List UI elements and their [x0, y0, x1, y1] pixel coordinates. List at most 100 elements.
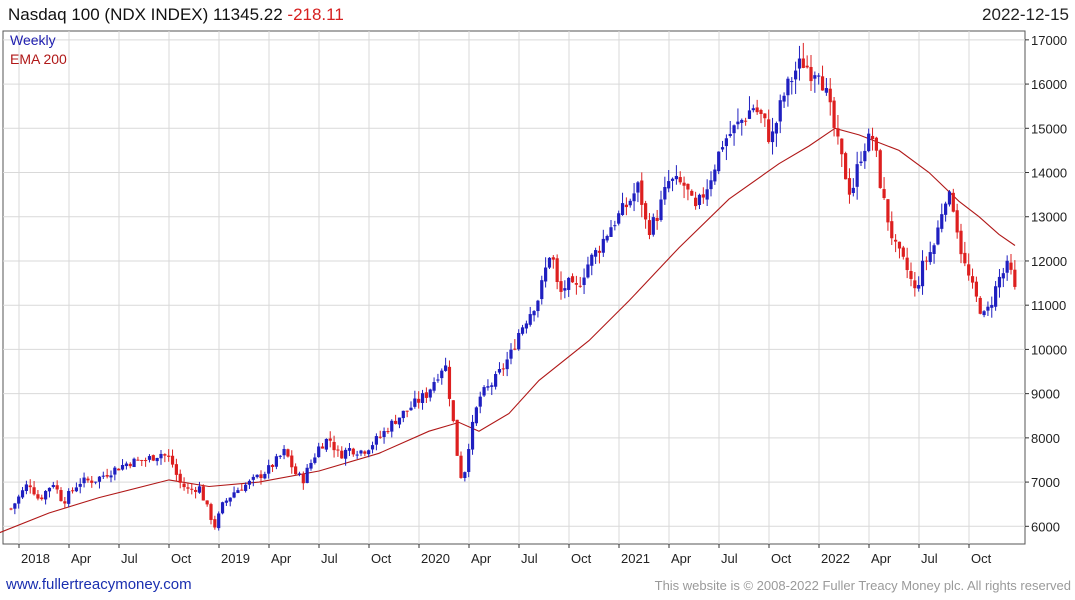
- candle-down: [128, 463, 132, 467]
- x-tick-label: 2020: [421, 551, 450, 566]
- x-tick-label: Jul: [121, 551, 138, 566]
- candle-up: [863, 150, 867, 162]
- candle-down: [844, 153, 848, 180]
- candle-down: [9, 508, 13, 510]
- candle-down: [755, 107, 759, 113]
- candle-down: [290, 455, 294, 468]
- candle-up: [520, 327, 525, 334]
- candle-up: [497, 369, 502, 373]
- candle-up: [486, 386, 490, 388]
- candle-up: [282, 448, 286, 456]
- candle-down: [36, 494, 40, 499]
- x-tick-label: Apr: [71, 551, 92, 566]
- candle-up: [667, 181, 671, 189]
- candle-up: [867, 133, 871, 152]
- candle-up: [986, 306, 990, 311]
- candle-up: [594, 250, 598, 257]
- candle-down: [963, 252, 967, 264]
- candle-down: [886, 199, 890, 223]
- candle-up: [324, 438, 328, 450]
- candle-up: [586, 264, 590, 278]
- candle-up: [713, 169, 717, 182]
- candle-down: [378, 436, 382, 438]
- x-tick-label: Oct: [171, 551, 192, 566]
- candle-up: [82, 477, 86, 484]
- candle-up: [636, 182, 640, 193]
- candle-up: [782, 95, 786, 102]
- candle-up: [505, 359, 509, 370]
- candles-series: [9, 42, 1017, 531]
- candle-down: [678, 177, 682, 183]
- candle-down: [417, 398, 421, 403]
- candle-up: [517, 332, 521, 350]
- x-tick-label: 2019: [221, 551, 250, 566]
- footer-site-link[interactable]: www.fullertreacymoney.com: [6, 576, 192, 593]
- candle-down: [455, 419, 459, 456]
- candle-down: [951, 192, 955, 212]
- candle-up: [697, 194, 702, 205]
- candle-up: [370, 445, 375, 450]
- x-tick-label: Apr: [871, 551, 892, 566]
- candle-up: [544, 267, 548, 282]
- candle-up: [251, 476, 255, 480]
- candle-up: [797, 58, 802, 69]
- candle-up: [1005, 260, 1009, 273]
- candle-up: [197, 486, 202, 493]
- candle-down: [570, 276, 575, 283]
- candle-up: [228, 497, 232, 502]
- candle-down: [624, 204, 628, 208]
- candle-down: [801, 58, 805, 68]
- candle-down: [32, 487, 36, 495]
- candle-up: [124, 463, 128, 467]
- candle-up: [255, 474, 259, 478]
- candle-up: [224, 500, 228, 503]
- candle-down: [28, 485, 32, 488]
- candle-down: [40, 497, 44, 500]
- candle-down: [386, 431, 390, 433]
- candle-down: [555, 258, 559, 283]
- candle-down: [744, 120, 748, 122]
- candle-up: [997, 276, 1002, 288]
- candle-up: [817, 75, 821, 77]
- candle-down: [828, 88, 832, 103]
- candle-up: [482, 387, 486, 396]
- candle-down: [182, 483, 186, 488]
- candle-up: [547, 257, 552, 268]
- candle-up: [605, 236, 609, 241]
- candle-down: [909, 271, 913, 279]
- candle-down: [117, 468, 121, 471]
- candle-up: [217, 513, 221, 529]
- candle-up: [51, 485, 55, 488]
- candle-down: [809, 66, 813, 82]
- candle-up: [740, 119, 744, 123]
- candle-up: [355, 454, 359, 456]
- candle-up: [147, 456, 152, 460]
- candle-down: [574, 283, 578, 285]
- candle-down: [451, 400, 455, 422]
- candle-down: [640, 180, 644, 205]
- candle-down: [897, 241, 902, 249]
- candle-up: [390, 420, 394, 432]
- candle-up: [24, 484, 28, 492]
- x-tick-label: Apr: [471, 551, 492, 566]
- candle-down: [70, 490, 75, 492]
- candle-up: [674, 175, 678, 180]
- candle-down: [405, 410, 409, 412]
- candle-down: [259, 474, 263, 479]
- candle-down: [878, 150, 882, 188]
- candle-up: [159, 453, 163, 459]
- candle-down: [178, 473, 182, 483]
- candle-up: [397, 417, 402, 425]
- candle-up: [659, 199, 663, 221]
- candle-up: [74, 487, 78, 492]
- grid-lines: [3, 31, 1025, 544]
- candle-up: [101, 475, 105, 477]
- candle-up: [509, 349, 513, 359]
- candle-up: [824, 88, 828, 93]
- candle-down: [270, 464, 275, 468]
- candle-up: [263, 473, 267, 479]
- candle-down: [447, 366, 452, 399]
- candle-up: [747, 110, 752, 119]
- candle-up: [278, 455, 282, 457]
- candle-up: [359, 450, 363, 454]
